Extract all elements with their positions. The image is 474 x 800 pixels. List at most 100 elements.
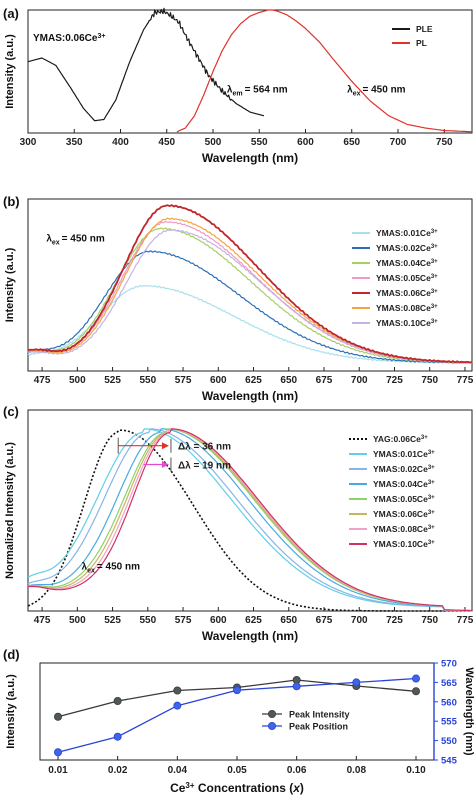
marker-Peak Intensity [411, 687, 420, 696]
y-right-tick-label-d: 565 [441, 678, 458, 689]
delta-arrow-head-1 [161, 460, 169, 468]
legend-YMAS:0.01Ce-b-label: YMAS:0.01Ce3+ [376, 228, 438, 238]
x-tick-label-d: 0.08 [347, 765, 367, 776]
legend-YMAS:0.06Ce-c-label: YMAS:0.06Ce3+ [373, 509, 435, 519]
x-tick-label-d: 0.10 [406, 765, 426, 776]
x-tick-label-c: 575 [175, 615, 192, 626]
y-right-axis-label-d: Wavelength (nm) [463, 667, 474, 756]
series-line-PLE [27, 7, 265, 122]
x-tick-label-b: 700 [351, 375, 368, 386]
marker-Peak Position [54, 748, 63, 757]
x-tick-label-b: 625 [245, 375, 262, 386]
x-tick-label-a: 350 [66, 137, 83, 148]
x-tick-label-b: 500 [69, 375, 86, 386]
marker-Peak Intensity [113, 697, 122, 706]
x-tick-label-c: 600 [210, 615, 227, 626]
legend-YMAS:0.08Ce-c-label: YMAS:0.08Ce3+ [373, 524, 435, 534]
delta-lambda-label-1: Δλ = 19 nm [178, 460, 231, 471]
x-tick-label-b: 550 [139, 375, 156, 386]
legend-YAG:0.06Ce-c-label: YAG:0.06Ce3+ [373, 434, 428, 444]
panel-label-d: (d) [3, 647, 20, 662]
legend-YMAS:0.04Ce-b-label: YMAS:0.04Ce3+ [376, 258, 438, 268]
legend-YMAS:0.05Ce-b-label: YMAS:0.05Ce3+ [376, 273, 438, 283]
plot-frame-c [27, 409, 473, 612]
x-tick-label-a: 450 [158, 137, 175, 148]
series-line-YMAS:0.06Ce [27, 204, 473, 364]
marker-Peak Intensity [54, 712, 63, 721]
legend-YMAS:0.06Ce-b-label: YMAS:0.06Ce3+ [376, 288, 438, 298]
x-tick-label-d: 0.04 [168, 765, 188, 776]
x-axis-label-b: Wavelength (nm) [202, 389, 298, 403]
legend-Peak Position-marker [267, 722, 276, 731]
legend-YMAS:0.10Ce-c-label: YMAS:0.10Ce3+ [373, 539, 435, 549]
plot-frame-b [27, 198, 473, 372]
panel-label-b: (b) [3, 194, 20, 209]
x-tick-label-c: 775 [457, 615, 474, 626]
legend-YMAS:0.02Ce-b-label: YMAS:0.02Ce3+ [376, 243, 438, 253]
annotation-label-a: λem = 564 nm [227, 84, 288, 97]
delta-arrow-head-0 [161, 442, 169, 450]
y-axis-label-a: Intensity (a.u.) [4, 34, 16, 109]
x-tick-label-c: 550 [139, 615, 156, 626]
x-tick-label-b: 775 [457, 375, 474, 386]
x-tick-label-b: 675 [316, 375, 333, 386]
delta-lambda-label-0: Δλ = 36 nm [178, 442, 231, 453]
x-tick-label-a: 650 [343, 137, 360, 148]
x-tick-label-d: 0.02 [108, 765, 128, 776]
x-tick-label-c: 625 [245, 615, 262, 626]
x-tick-label-c: 700 [351, 615, 368, 626]
marker-Peak Position [173, 701, 182, 710]
marker-Peak Position [352, 678, 361, 687]
y-right-tick-label-d: 550 [441, 736, 457, 747]
series-line-YMAS:0.04Ce [27, 227, 473, 364]
legend-Peak Intensity-marker [267, 710, 276, 719]
x-axis-label-d: Ce3+ Concentrations (x) [170, 781, 304, 795]
x-tick-label-c: 650 [280, 615, 297, 626]
x-tick-label-d: 0.05 [227, 765, 247, 776]
legend-PLE-label: PLE [416, 24, 433, 34]
y-right-tick-label-d: 555 [441, 717, 458, 728]
x-tick-label-b: 525 [104, 375, 121, 386]
legend-YMAS:0.10Ce-b-label: YMAS:0.10Ce3+ [376, 318, 438, 328]
x-tick-label-a: 550 [251, 137, 268, 148]
marker-Peak Position [232, 686, 241, 695]
x-tick-label-a: 500 [205, 137, 222, 148]
legend-YMAS:0.01Ce-c-label: YMAS:0.01Ce3+ [373, 449, 435, 459]
x-tick-label-b: 725 [386, 375, 403, 386]
x-tick-label-c: 525 [104, 615, 121, 626]
x-tick-label-c: 750 [421, 615, 438, 626]
series-line-YMAS:0.02Ce [27, 250, 473, 364]
annotation-label-b: λex = 450 nm [46, 234, 105, 247]
x-tick-label-c: 725 [386, 615, 403, 626]
series-line-YMAS:0.02Ce-c [27, 428, 472, 612]
x-tick-label-a: 400 [112, 137, 129, 148]
series-line-YMAS:0.10Ce-c [27, 428, 472, 612]
plot-frame-d [39, 662, 435, 761]
marker-Peak Position [411, 674, 420, 683]
series-line-YMAS:0.05Ce [27, 220, 473, 364]
legend-PL-label: PL [416, 38, 427, 48]
x-tick-label-b: 650 [280, 375, 297, 386]
marker-Peak Position [113, 732, 122, 741]
x-tick-label-b: 575 [175, 375, 192, 386]
legend-Peak Position-label: Peak Position [289, 722, 348, 732]
x-tick-label-a: 750 [436, 137, 453, 148]
y-right-tick-label-d: 570 [441, 659, 457, 670]
x-tick-label-c: 500 [69, 615, 86, 626]
x-tick-label-a: 300 [20, 137, 37, 148]
y-axis-label-d: Intensity (a.u.) [5, 674, 17, 749]
panel-label-a: (a) [3, 6, 19, 21]
series-line-YMAS:0.04Ce-c [27, 428, 472, 612]
x-tick-label-b: 600 [210, 375, 227, 386]
series-line-PL [176, 9, 473, 133]
annotation-label-a: λex = 450 nm [347, 84, 406, 97]
x-tick-label-b: 475 [34, 375, 51, 386]
legend-YMAS:0.02Ce-c-label: YMAS:0.02Ce3+ [373, 464, 435, 474]
y-right-tick-label-d: 560 [441, 697, 457, 708]
legend-YMAS:0.04Ce-c-label: YMAS:0.04Ce3+ [373, 479, 435, 489]
x-axis-label-a: Wavelength (nm) [202, 151, 298, 165]
x-axis-label-c: Wavelength (nm) [202, 629, 298, 643]
legend-YMAS:0.05Ce-c-label: YMAS:0.05Ce3+ [373, 494, 435, 504]
x-tick-label-b: 750 [421, 375, 438, 386]
